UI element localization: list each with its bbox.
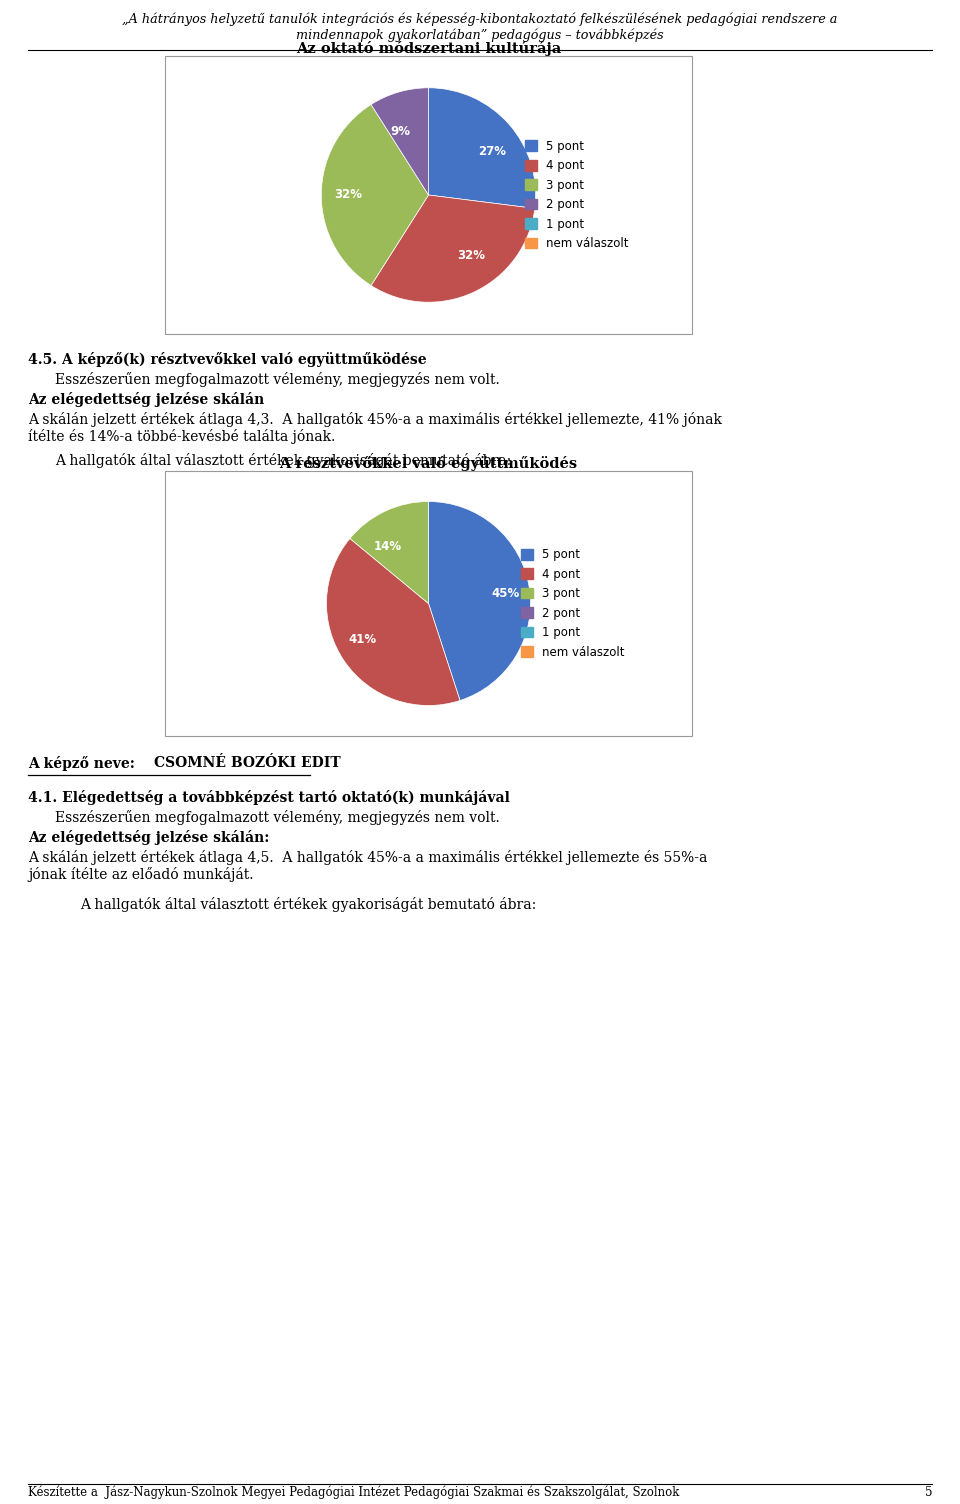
- Title: Az oktató módszertani kultúrája: Az oktató módszertani kultúrája: [296, 41, 562, 56]
- Text: Esszészerűen megfogalmazott vélemény, megjegyzés nem volt.: Esszészerűen megfogalmazott vélemény, me…: [55, 811, 500, 826]
- Text: 4.1. Elégedettség a továbbképzést tartó oktató(k) munkájával: 4.1. Elégedettség a továbbképzést tartó …: [28, 790, 510, 805]
- Wedge shape: [428, 501, 531, 701]
- Legend: 5 pont, 4 pont, 3 pont, 2 pont, 1 pont, nem válaszolt: 5 pont, 4 pont, 3 pont, 2 pont, 1 pont, …: [520, 135, 634, 256]
- Legend: 5 pont, 4 pont, 3 pont, 2 pont, 1 pont, nem válaszolt: 5 pont, 4 pont, 3 pont, 2 pont, 1 pont, …: [516, 543, 629, 663]
- Text: A skálán jelzett értékek átlaga 4,3.  A hallgatók 45%-a a maximális értékkel jel: A skálán jelzett értékek átlaga 4,3. A h…: [28, 412, 722, 427]
- Text: 27%: 27%: [478, 144, 506, 158]
- Wedge shape: [349, 501, 428, 603]
- Text: Az elégedettség jelzése skálán:: Az elégedettség jelzése skálán:: [28, 830, 270, 845]
- Text: Esszészerűen megfogalmazott vélemény, megjegyzés nem volt.: Esszészerűen megfogalmazott vélemény, me…: [55, 371, 500, 387]
- Bar: [165, 56, 692, 334]
- Text: 45%: 45%: [491, 587, 519, 600]
- Text: 5: 5: [924, 1486, 932, 1499]
- Wedge shape: [428, 87, 536, 209]
- Text: 32%: 32%: [334, 188, 362, 202]
- Text: A hallgatók által választott értékek gyakoriságát bemutató ábra:: A hallgatók által választott értékek gya…: [80, 896, 537, 911]
- Text: ítélte és 14%-a többé-kevésbé találta jónak.: ítélte és 14%-a többé-kevésbé találta jó…: [28, 429, 335, 444]
- Wedge shape: [322, 104, 428, 286]
- Bar: [165, 471, 692, 735]
- Text: Készítette a  Jász-Nagykun-Szolnok Megyei Pedagógiai Intézet Pedagógiai Szakmai : Készítette a Jász-Nagykun-Szolnok Megyei…: [28, 1486, 680, 1499]
- Text: mindennapok gyakorlatában” pedagógus – továbbképzés: mindennapok gyakorlatában” pedagógus – t…: [297, 29, 663, 42]
- Text: jónak ítélte az előadó munkáját.: jónak ítélte az előadó munkáját.: [28, 866, 253, 881]
- Wedge shape: [372, 196, 535, 302]
- Text: 41%: 41%: [348, 633, 376, 645]
- Text: 4.5. A képző(k) résztvevőkkel való együttműködése: 4.5. A képző(k) résztvevőkkel való együt…: [28, 352, 426, 367]
- Text: Az elégedettség jelzése skálán: Az elégedettség jelzése skálán: [28, 393, 264, 408]
- Title: A résztvevőkkel való együttműködés: A résztvevőkkel való együttműködés: [279, 456, 578, 471]
- Text: A skálán jelzett értékek átlaga 4,5.  A hallgatók 45%-a a maximális értékkel jel: A skálán jelzett értékek átlaga 4,5. A h…: [28, 850, 708, 865]
- Text: 32%: 32%: [457, 248, 485, 262]
- Text: A hallgatók által választott értékek gyakoriságát bemutató ábra:: A hallgatók által választott értékek gya…: [55, 453, 512, 468]
- Text: A képző neve:: A képző neve:: [28, 757, 140, 772]
- Text: 14%: 14%: [373, 540, 401, 553]
- Wedge shape: [372, 87, 428, 196]
- Wedge shape: [326, 538, 460, 705]
- Text: CSOMNÉ BOZÓKI EDIT: CSOMNÉ BOZÓKI EDIT: [154, 757, 341, 770]
- Text: „A hátrányos helyzetű tanulók integrációs és képesség-kibontakoztató felkészülés: „A hátrányos helyzetű tanulók integráció…: [122, 12, 838, 26]
- Text: 9%: 9%: [390, 125, 410, 138]
